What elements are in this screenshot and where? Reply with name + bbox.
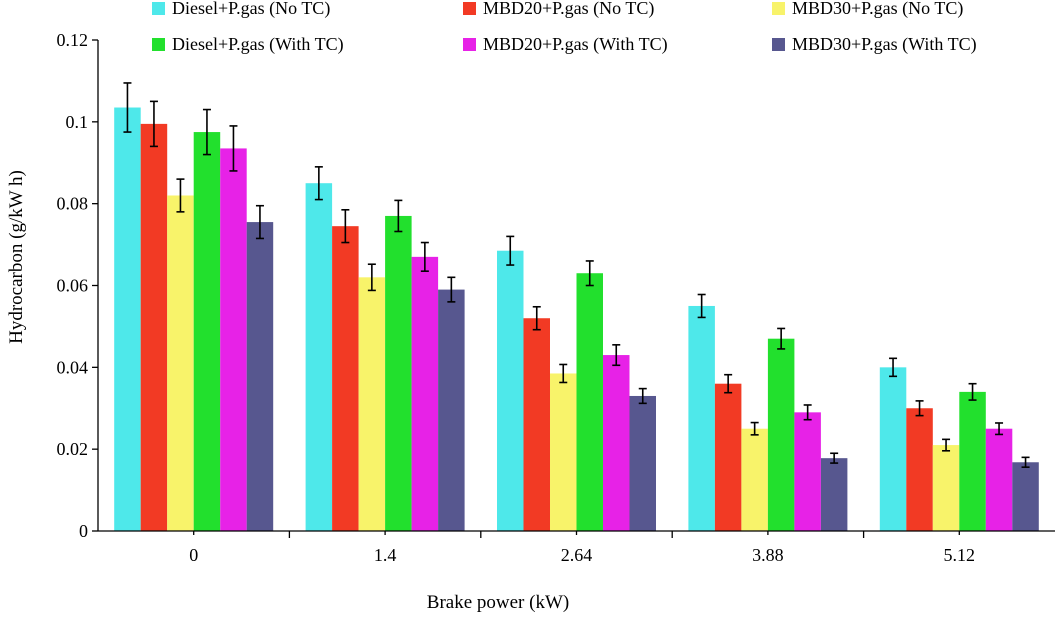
y-tick-label: 0.12 (57, 30, 89, 50)
x-tick-label: 5.12 (944, 545, 976, 565)
legend-swatch (463, 2, 476, 15)
bar (1012, 462, 1039, 531)
x-tick-label: 3.88 (752, 545, 784, 565)
bar (246, 222, 274, 531)
bar (358, 277, 386, 531)
legend-label: MBD30+P.gas (With TC) (792, 34, 977, 55)
y-tick-label: 0.08 (57, 194, 89, 214)
bar (140, 123, 168, 532)
legend-swatch (463, 38, 476, 51)
y-axis: 0 0.02 0.04 0.06 0.08 0.1 0.12 (57, 30, 99, 541)
legend-swatch (772, 2, 785, 15)
bar (879, 367, 907, 531)
bar (193, 132, 221, 531)
legend-label: MBD20+P.gas (No TC) (483, 0, 654, 19)
y-tick-label: 0.1 (66, 112, 89, 132)
y-tick-label: 0.04 (57, 357, 89, 377)
y-tick-label: 0 (79, 521, 88, 541)
bar (550, 373, 577, 531)
bar (167, 195, 194, 531)
bar (438, 289, 465, 531)
legend: Diesel+P.gas (No TC) MBD20+P.gas (No TC) M… (152, 0, 977, 55)
legend-label: Diesel+P.gas (With TC) (172, 34, 344, 55)
bar (959, 391, 986, 531)
legend-swatch (772, 38, 785, 51)
bar (603, 355, 630, 531)
bar (820, 458, 848, 531)
bar (932, 445, 960, 531)
bar (576, 273, 603, 531)
legend-swatch (152, 38, 165, 51)
bar (332, 226, 359, 531)
y-axis-title: Hydrocarbon (g/kW h) (6, 170, 27, 344)
y-tick-label: 0.06 (57, 276, 89, 296)
x-tick-label: 0 (189, 545, 198, 565)
bar (794, 412, 821, 531)
bar (305, 183, 333, 532)
bar (385, 215, 412, 532)
plot-area (114, 82, 1039, 532)
x-tick-label: 1.4 (374, 545, 397, 565)
y-tick-label: 0.02 (57, 439, 89, 459)
bar (767, 338, 795, 531)
bar (497, 250, 524, 532)
x-axis: 0 1.4 2.64 3.88 5.12 (98, 530, 1055, 565)
bar (741, 428, 768, 531)
legend-label: MBD30+P.gas (No TC) (792, 0, 963, 19)
legend-swatch (152, 2, 165, 15)
bar (714, 383, 742, 531)
legend-label: MBD20+P.gas (With TC) (483, 34, 668, 55)
bar (220, 148, 247, 531)
bar (523, 318, 550, 531)
bar (629, 395, 656, 531)
legend-label: Diesel+P.gas (No TC) (172, 0, 330, 19)
bar (985, 428, 1013, 531)
x-axis-title: Brake power (kW) (427, 592, 569, 613)
bar (411, 256, 439, 531)
bar (688, 305, 715, 531)
x-tick-label: 2.64 (561, 545, 593, 565)
bar (114, 107, 141, 531)
bar (906, 408, 933, 531)
